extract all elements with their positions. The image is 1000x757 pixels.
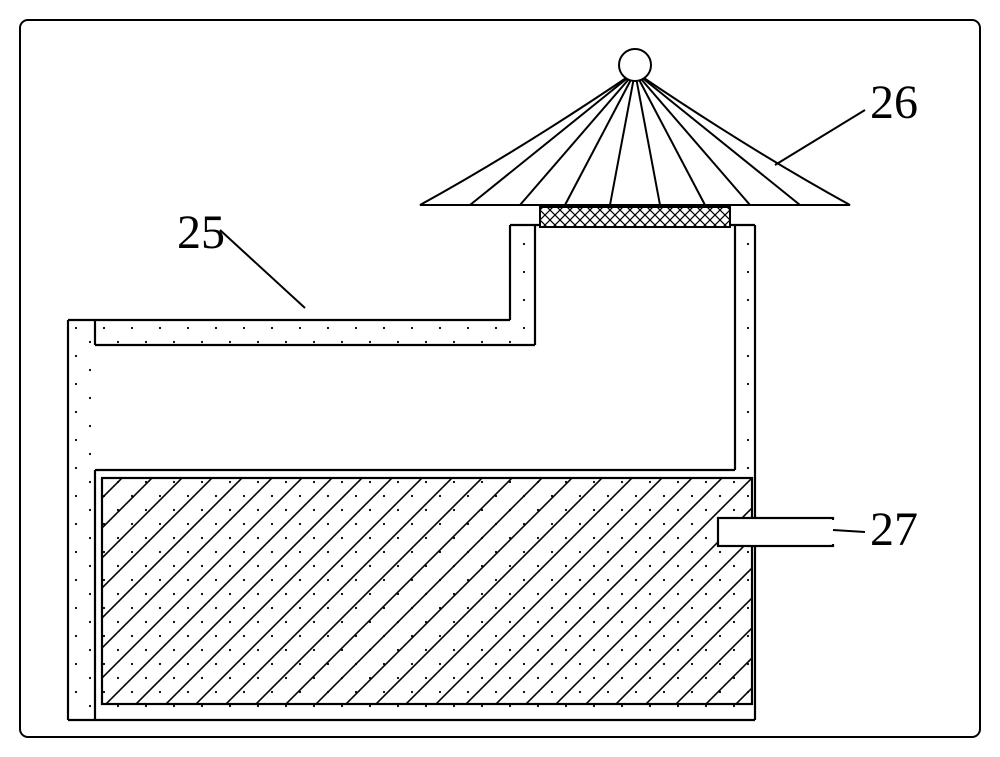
leader-26 — [775, 110, 865, 165]
label-27: 27 — [870, 503, 918, 556]
label-25: 25 — [177, 206, 225, 259]
mesh-band — [540, 207, 730, 227]
technical-diagram: 25 26 27 — [0, 0, 1000, 757]
outlet-pipe — [718, 518, 833, 546]
leader-27 — [833, 530, 865, 532]
label-26: 26 — [870, 76, 918, 129]
rain-cap — [420, 49, 850, 205]
leader-25 — [220, 230, 305, 308]
media-block-group — [102, 478, 835, 704]
